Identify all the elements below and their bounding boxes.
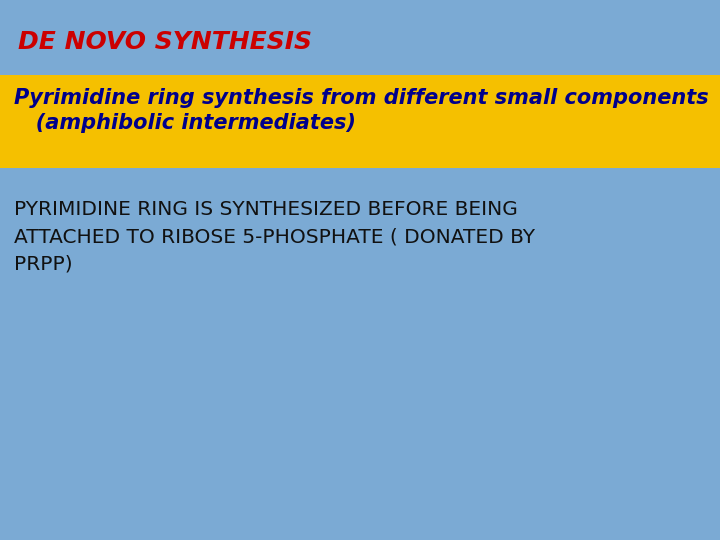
Text: Pyrimidine ring synthesis from different small components
   (amphibolic interme: Pyrimidine ring synthesis from different… bbox=[14, 87, 708, 133]
Text: DE NOVO SYNTHESIS: DE NOVO SYNTHESIS bbox=[18, 30, 312, 54]
Text: PYRIMIDINE RING IS SYNTHESIZED BEFORE BEING
ATTACHED TO RIBOSE 5-PHOSPHATE ( DON: PYRIMIDINE RING IS SYNTHESIZED BEFORE BE… bbox=[14, 200, 535, 273]
Bar bbox=[0, 75, 720, 168]
